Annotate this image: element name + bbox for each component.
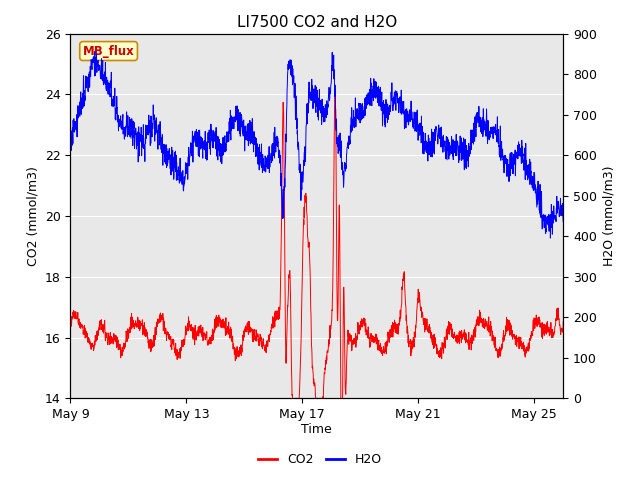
Text: MB_flux: MB_flux bbox=[83, 45, 134, 58]
Y-axis label: CO2 (mmol/m3): CO2 (mmol/m3) bbox=[26, 166, 39, 266]
Title: LI7500 CO2 and H2O: LI7500 CO2 and H2O bbox=[237, 15, 397, 30]
Y-axis label: H2O (mmol/m3): H2O (mmol/m3) bbox=[602, 166, 616, 266]
Legend: CO2, H2O: CO2, H2O bbox=[253, 448, 387, 471]
X-axis label: Time: Time bbox=[301, 422, 332, 435]
